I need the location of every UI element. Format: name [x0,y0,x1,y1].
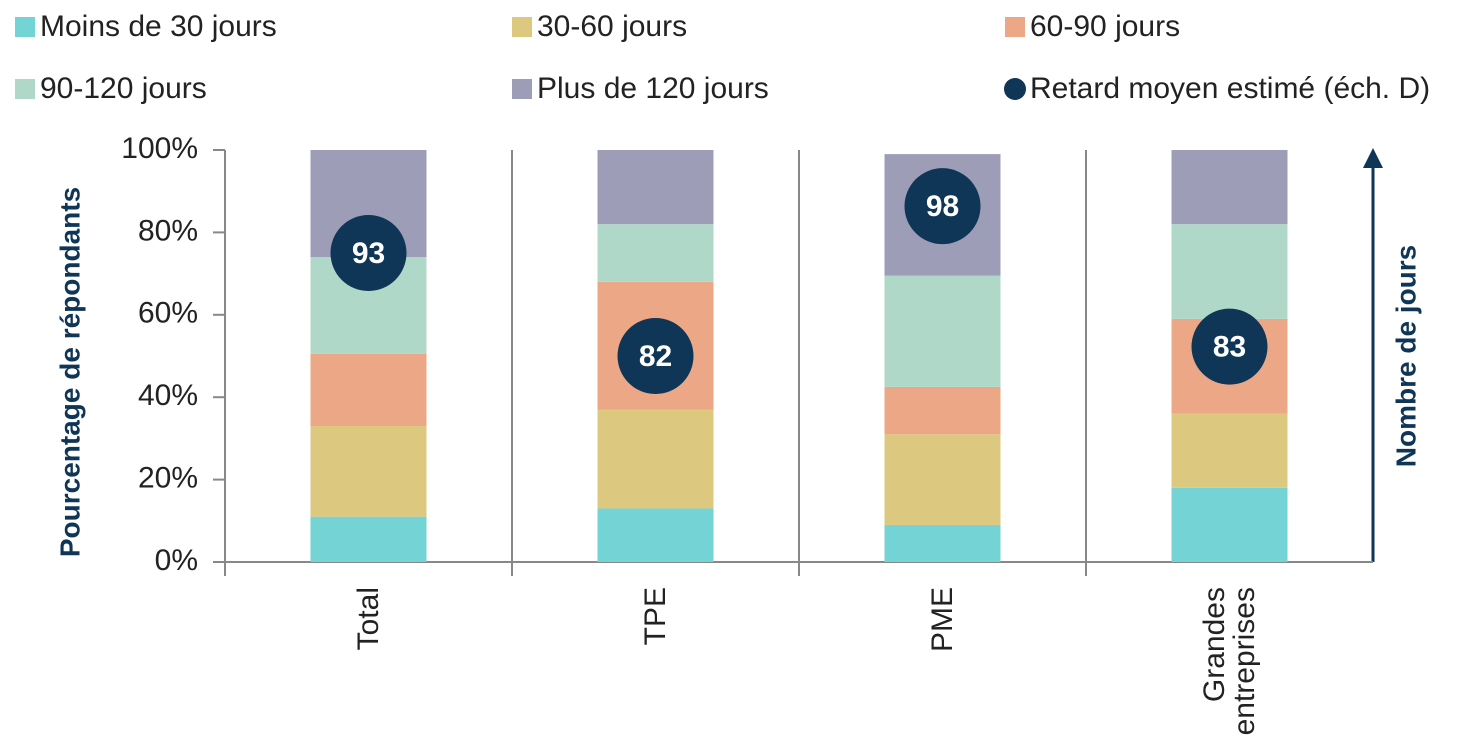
average-delay-label: 93 [352,237,385,270]
x-tick-label: Grandes entreprises [1197,587,1261,736]
y-tick-label: 40% [138,379,198,412]
bar-segment [597,150,714,225]
average-delay-label: 83 [1213,331,1246,364]
y-tick-label: 20% [138,462,198,495]
bar-segment [310,516,427,562]
bar-segment [1171,150,1288,225]
bar-segment [1171,487,1288,562]
bar-segment [884,524,1001,562]
legend-swatch [15,79,35,99]
legend-swatch [512,79,532,99]
legend-label: 60-90 jours [1030,10,1180,43]
legend-swatch [1005,17,1025,37]
legend-label: Moins de 30 jours [40,10,277,43]
legend-swatch [512,17,532,37]
bar-segment [597,508,714,562]
legend-swatch [15,17,35,37]
average-delay-dot [1191,308,1268,385]
y-tick-label: 60% [138,297,198,330]
legend-label: Retard moyen estimé (éch. D) [1030,72,1430,105]
x-tick-label: PME [925,587,959,653]
legend-label: 30-60 jours [537,10,687,43]
y-tick-label: 80% [138,214,198,247]
bar-segment [597,224,714,282]
legend-label: Plus de 120 jours [537,72,769,105]
bar-segment [1171,224,1288,319]
bar-segment [310,426,427,517]
bar-segment [310,353,427,427]
y2-axis-arrowhead [1363,148,1383,168]
average-delay-label: 82 [639,340,672,373]
bar-segment [884,275,1001,387]
y-axis-title: Pourcentage de répondants [54,187,85,557]
bar-segment [884,386,1001,435]
x-tick-label: Total [351,587,385,651]
y2-axis-title: Nombre de jours [1390,245,1421,467]
legend-label: 90-120 jours [40,72,207,105]
average-delay-dot [617,318,694,394]
average-delay-label: 98 [926,190,959,223]
bar-segment [884,434,1001,525]
legend-swatch [1004,78,1026,100]
y-tick-label: 0% [155,544,198,577]
average-delay-dot [330,215,407,291]
bar-segment [597,409,714,509]
average-delay-dot [904,168,981,245]
bar-segment [1171,413,1288,488]
x-tick-label: TPE [638,587,672,646]
y-tick-label: 100% [121,132,198,165]
